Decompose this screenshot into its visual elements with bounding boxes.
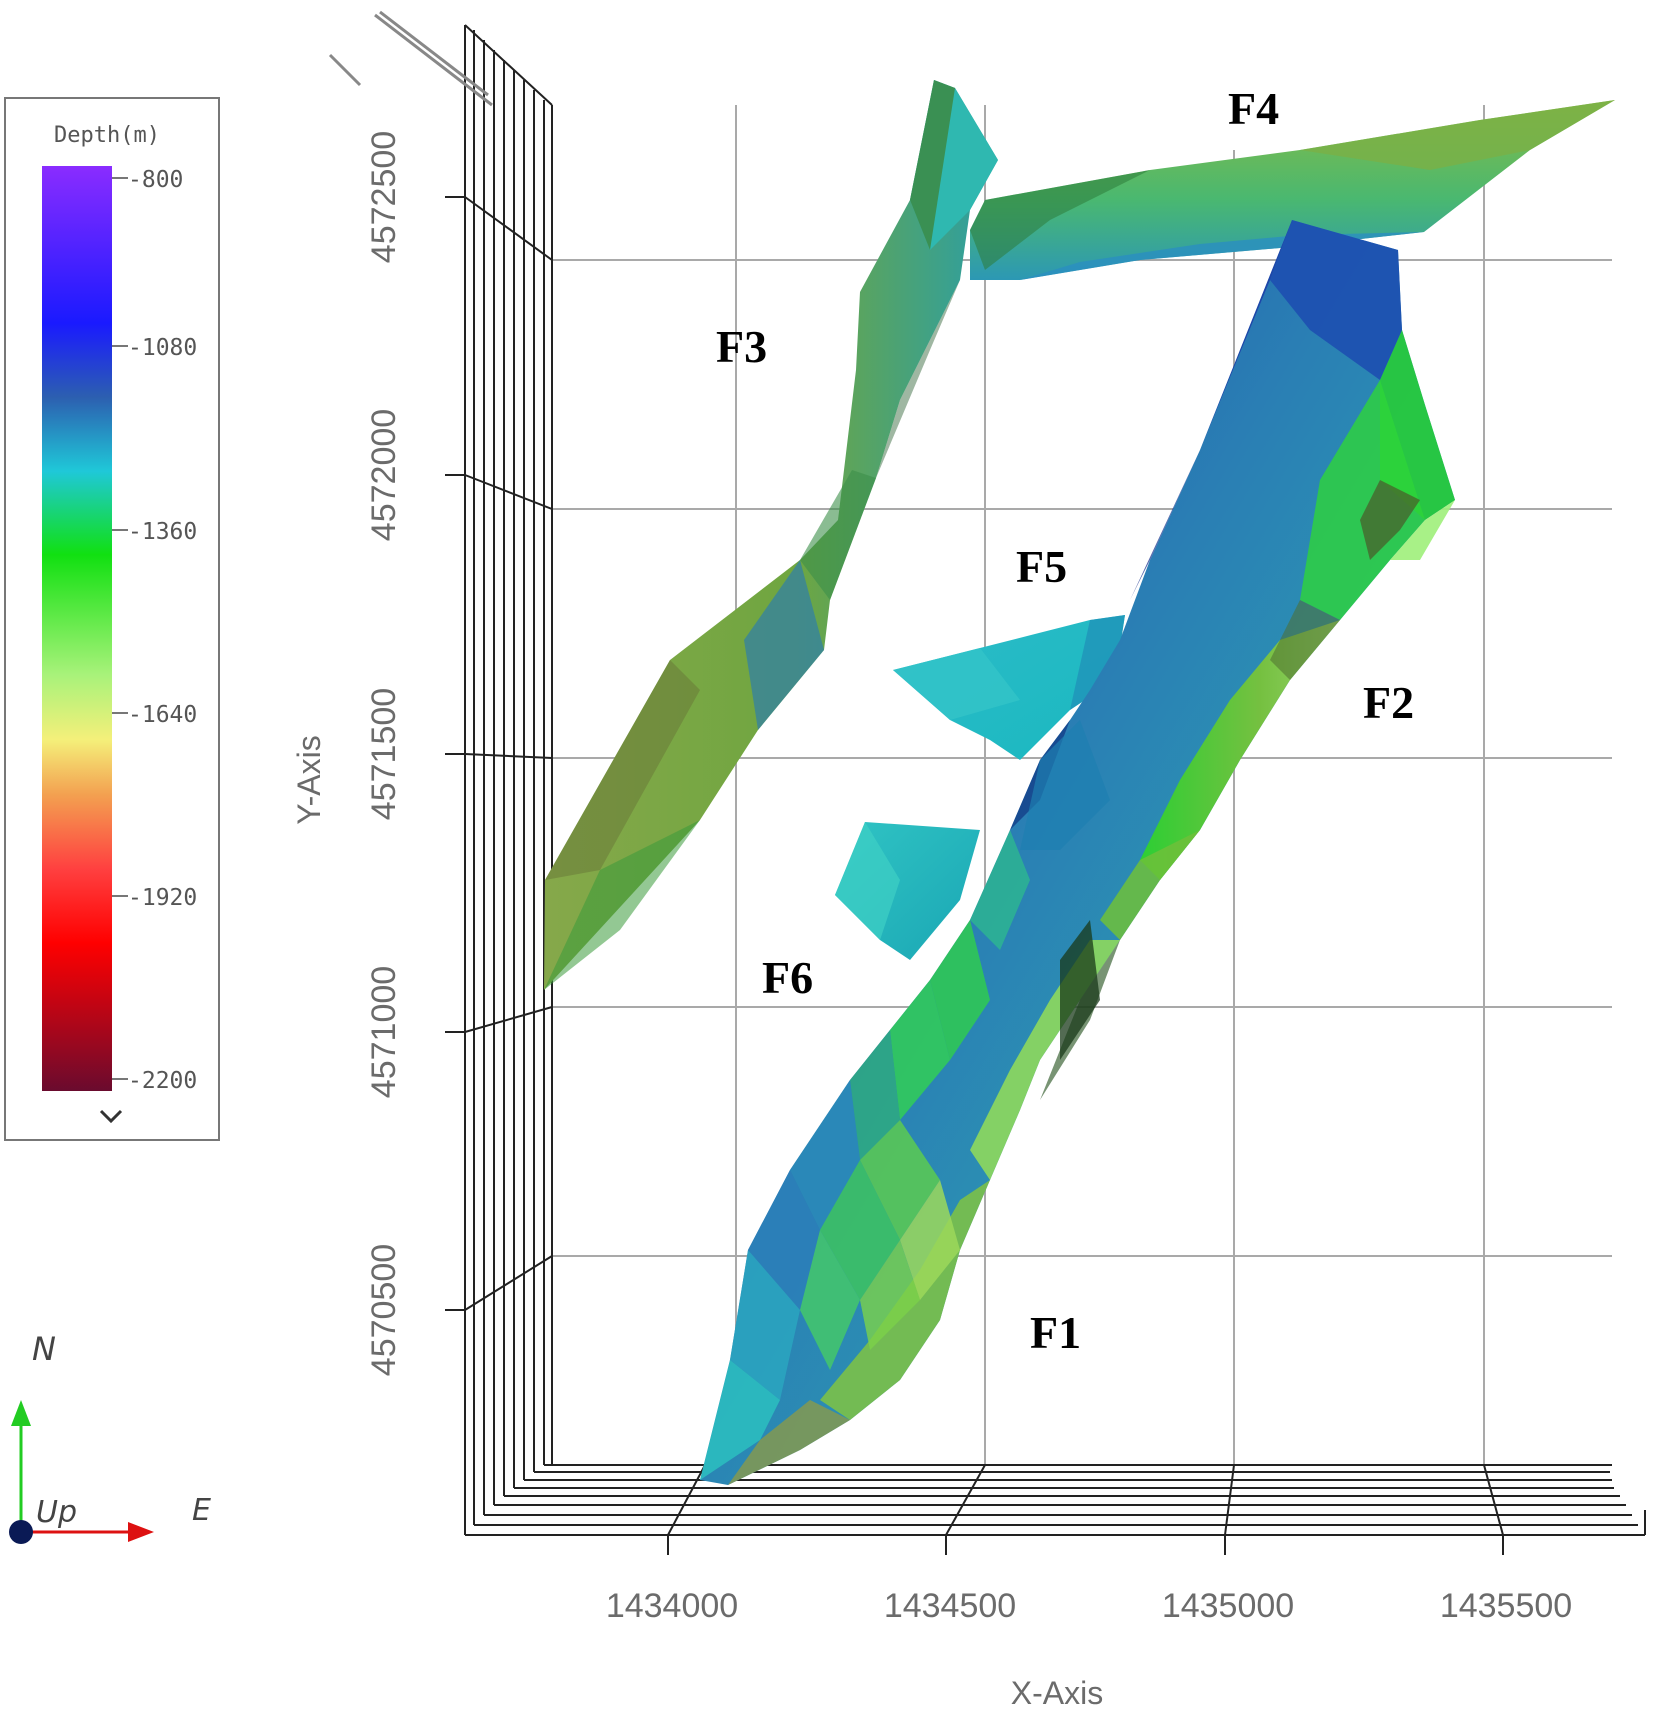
compass-east-label: E [192, 1493, 211, 1528]
fault-surface-f6 [835, 822, 980, 960]
compass-north-label: N [32, 1330, 56, 1368]
legend-tick-label: -1640 [128, 702, 197, 728]
legend-tick-label: -1920 [128, 885, 197, 911]
y-tick-label: 4571000 [365, 966, 403, 1098]
legend-tick-label: -800 [128, 167, 183, 193]
x-tick-label: 1434500 [884, 1587, 1016, 1625]
fault-surface-f2 [700, 220, 1455, 1485]
compass-up-label: Up [36, 1495, 77, 1530]
up-axis-dot-icon [9, 1520, 33, 1544]
y-tick-labels: 4572500 4572000 4571500 4571000 4570500 [365, 131, 403, 1376]
y-tick-label: 4571500 [365, 688, 403, 820]
x-tick-label: 1434000 [606, 1587, 738, 1625]
fault-label-f4: F4 [1228, 83, 1279, 134]
east-arrow-icon [128, 1522, 154, 1542]
x-tick-labels: 1434000 1434500 1435000 1435500 [606, 1587, 1572, 1625]
fault-surface-f3 [544, 80, 998, 990]
fault-label-f2: F2 [1363, 677, 1414, 728]
axis-corner-marks [328, 10, 493, 107]
orientation-widget: N Up E [9, 1330, 211, 1544]
legend-tick-label: -1080 [128, 335, 197, 361]
legend-tick-label: -1360 [128, 519, 197, 545]
x-axis-title: X-Axis [1011, 1675, 1103, 1711]
fault-label-f3: F3 [716, 321, 767, 372]
legend-tick-label: -2200 [128, 1068, 197, 1094]
y-tick-label: 4570500 [365, 1244, 403, 1376]
y-tick-label: 4572000 [365, 409, 403, 541]
depth-legend: Depth(m) -800 -1080 -1360 -1640 -1920 -2… [4, 97, 220, 1141]
x-tick-label: 1435500 [1440, 1587, 1572, 1625]
fault-surface-f5 [893, 615, 1125, 760]
fault-label-f1: F1 [1030, 1307, 1081, 1358]
chevron-down-icon[interactable] [99, 1109, 123, 1124]
x-tick-label: 1435000 [1162, 1587, 1294, 1625]
axis-frame [464, 24, 1646, 1536]
north-arrow-icon [11, 1400, 31, 1426]
fault-label-f5: F5 [1016, 541, 1067, 592]
fault-label-f6: F6 [762, 952, 813, 1003]
y-axis-title: Y-Axis [291, 735, 327, 825]
legend-colorbar [42, 166, 112, 1091]
legend-title: Depth(m) [54, 123, 160, 148]
fault-surface-f4 [970, 100, 1615, 280]
y-tick-label: 4572500 [365, 131, 403, 263]
axis-ticks [445, 196, 1504, 1555]
